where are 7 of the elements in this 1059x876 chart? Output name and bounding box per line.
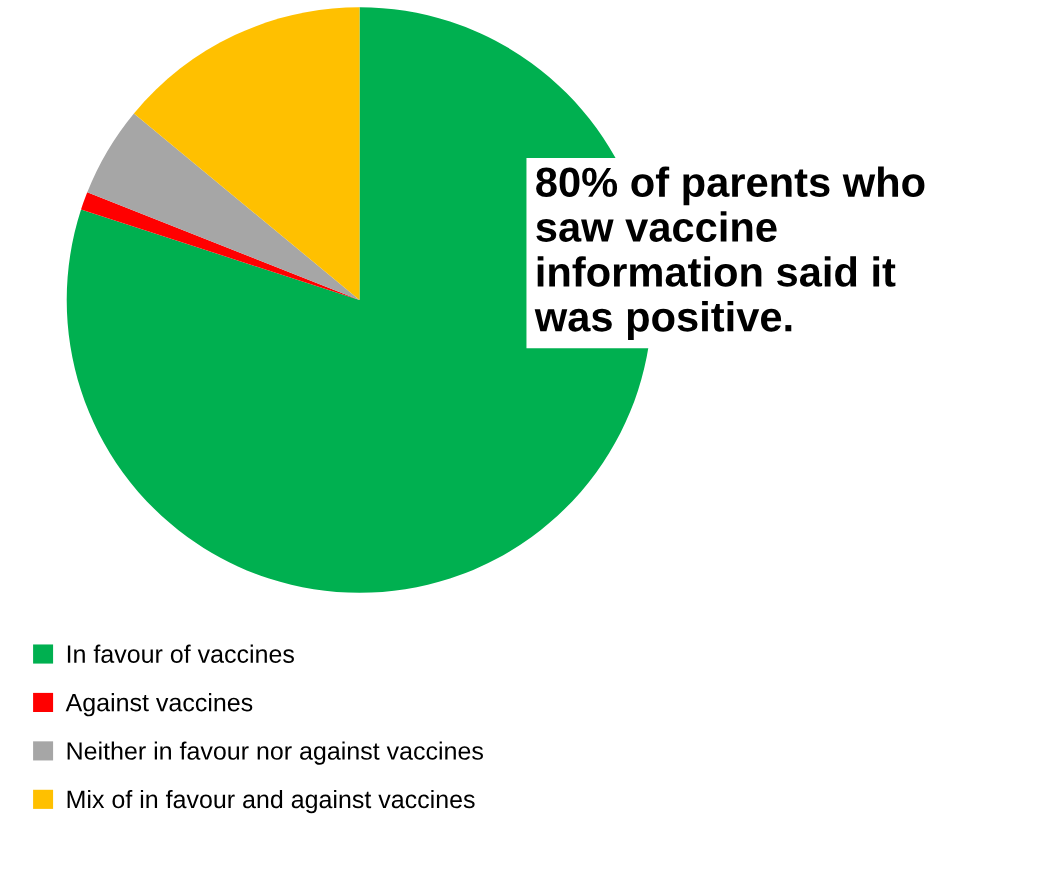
legend-label: In favour of vaccines — [67, 644, 294, 663]
text: 80% of parents who saw vaccine information said it was positive. — [534, 166, 925, 340]
pie-slice — [87, 113, 360, 301]
legend-label: Neither in favour nor against vaccines — [67, 741, 483, 765]
pie-slice — [133, 7, 360, 301]
legend-label: Mix of in favour and against vaccines — [67, 789, 475, 814]
legend-label: Against vaccines — [65, 693, 253, 717]
